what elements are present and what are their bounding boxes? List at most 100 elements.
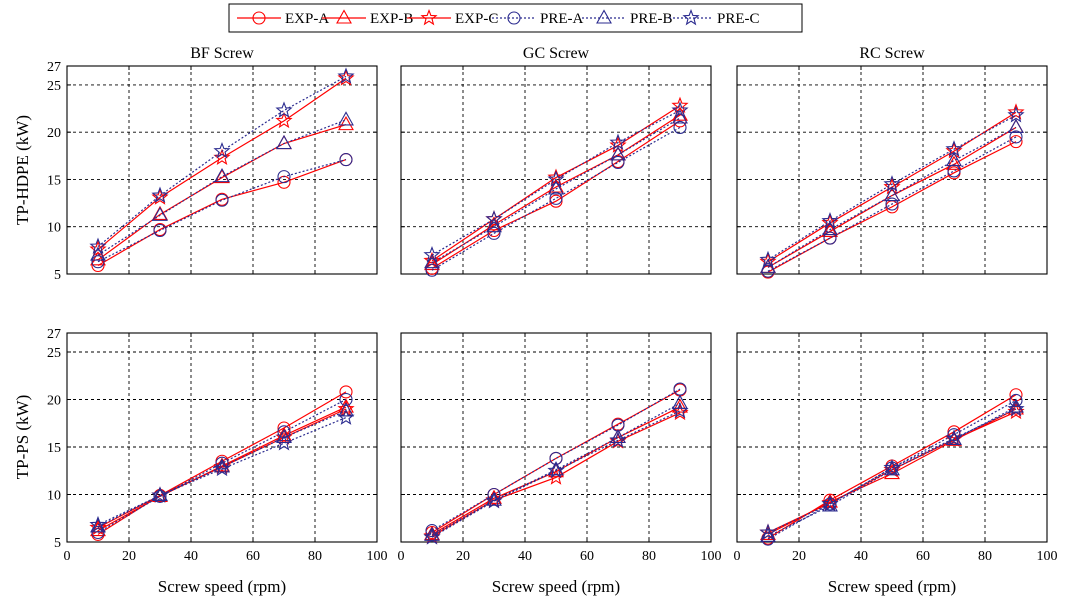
data-point [1009, 135, 1023, 149]
series-line [431, 117, 681, 264]
series-pre-a [425, 382, 687, 538]
axes-frame [736, 65, 1048, 275]
data-point [885, 197, 899, 211]
data-point [89, 237, 107, 254]
data-point [91, 255, 105, 269]
series-exp-a [91, 385, 353, 541]
panel-title: BF Screw [190, 45, 254, 62]
y-tick-label: 5 [54, 268, 61, 283]
series-line [431, 388, 681, 532]
series-line [97, 119, 347, 256]
data-point [275, 101, 293, 118]
data-point [486, 218, 502, 233]
data-point [152, 206, 168, 221]
series-line [431, 406, 681, 535]
data-point [671, 101, 689, 118]
y-tick-label: 27 [47, 327, 61, 342]
data-point [337, 408, 355, 425]
data-point [611, 418, 625, 432]
series-exp-c [89, 69, 355, 257]
legend-marker-triangle [596, 9, 612, 24]
legend-label: PRE-B [630, 11, 673, 27]
data-point [822, 220, 838, 236]
x-tick-label: 80 [978, 549, 992, 564]
series-line [767, 126, 1017, 268]
series-pre-a [761, 130, 1023, 278]
data-point [547, 461, 565, 479]
series-pre-c [759, 399, 1025, 540]
series-line [767, 114, 1017, 261]
legend-marker-star [420, 8, 438, 26]
x-tick-label: 80 [642, 549, 656, 564]
panel-4: 5 10 15 20 25 27 0 20 40 60 80 100 [47, 327, 388, 564]
data-point [215, 193, 229, 207]
data-point [822, 222, 838, 238]
series-pre-c [89, 408, 355, 533]
data-point [337, 67, 355, 84]
data-point [883, 177, 901, 195]
y-tick-label: 10 [47, 489, 61, 504]
y-axis-label: TP-HDPE (kW) [13, 115, 32, 225]
data-point [1008, 118, 1024, 134]
data-point [821, 212, 839, 229]
x-tick-label: 100 [1037, 549, 1058, 564]
data-point [947, 164, 961, 178]
legend-item: EXP-C [407, 8, 498, 27]
x-axis-label: Screw speed (rpm) [828, 577, 956, 596]
panel-2: GC Screw [400, 45, 712, 277]
data-point [609, 136, 627, 153]
series-line [767, 136, 1017, 272]
data-point [423, 246, 441, 263]
x-tick-label: 80 [308, 549, 322, 564]
y-tick-label: 20 [47, 394, 61, 409]
legend-marker-triangle [336, 9, 352, 24]
data-point [151, 486, 169, 503]
axes-frame [400, 332, 712, 543]
data-point [1008, 400, 1024, 415]
legend-label: EXP-B [370, 11, 413, 27]
data-point [89, 515, 107, 533]
data-point [946, 151, 962, 167]
series-pre-a [91, 153, 353, 269]
data-point [338, 402, 354, 417]
grid [737, 333, 1047, 542]
panel-3: RC Screw [736, 45, 1048, 279]
y-tick-label: 27 [47, 60, 61, 75]
series-line [97, 77, 347, 250]
series-line [431, 109, 681, 256]
panel-title: RC Screw [859, 45, 925, 62]
series-pre-b [90, 111, 354, 261]
series-group [423, 382, 689, 545]
x-axis-label: Screw speed (rpm) [492, 577, 620, 596]
series-line [431, 412, 681, 537]
series-pre-b [424, 109, 688, 269]
series-exp-a [761, 135, 1023, 279]
data-point [821, 494, 839, 512]
data-point [276, 428, 292, 444]
legend-label: PRE-C [717, 11, 760, 27]
x-tick-label: 100 [367, 549, 388, 564]
data-point [883, 458, 901, 476]
data-point [339, 392, 353, 407]
series-line [97, 416, 347, 526]
grid [737, 66, 1047, 274]
series-exp-b [90, 115, 354, 266]
data-point [277, 170, 291, 184]
panel-title: GC Screw [523, 45, 590, 62]
data-point [276, 134, 292, 150]
data-point [609, 431, 627, 448]
panel-5: 0 20 40 60 80 100 [398, 332, 722, 564]
legend-marker-star [682, 8, 700, 26]
legend-label: EXP-C [455, 11, 498, 27]
panel-6: 0 20 40 60 80 100 [734, 332, 1058, 564]
data-point [1007, 103, 1025, 120]
axes-frame [736, 332, 1048, 543]
series-exp-c [759, 103, 1025, 270]
series-group [759, 388, 1025, 546]
data-point [485, 210, 503, 227]
series-group [423, 96, 689, 277]
x-tick-label: 40 [518, 549, 532, 564]
series-line [767, 406, 1017, 537]
y-tick-label: 15 [47, 441, 61, 456]
